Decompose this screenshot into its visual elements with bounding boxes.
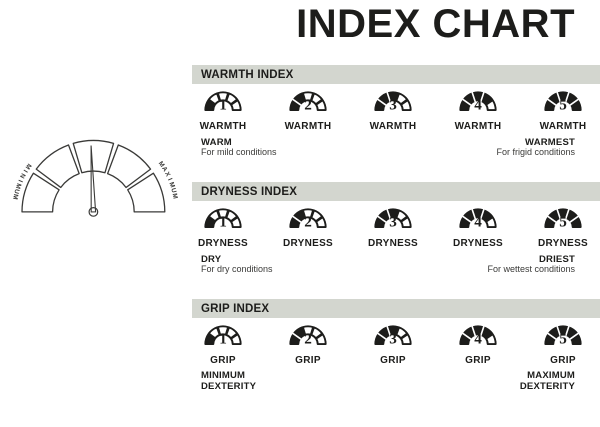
svg-text:2: 2 xyxy=(304,97,312,114)
svg-text:1: 1 xyxy=(219,97,227,114)
svg-text:4: 4 xyxy=(474,331,482,348)
svg-text:1: 1 xyxy=(219,214,227,231)
svg-text:4: 4 xyxy=(474,97,482,114)
svg-text:3: 3 xyxy=(389,97,397,114)
svg-text:5: 5 xyxy=(559,97,567,114)
svg-text:3: 3 xyxy=(389,331,397,348)
svg-text:2: 2 xyxy=(304,331,312,348)
svg-text:2: 2 xyxy=(304,214,312,231)
svg-text:5: 5 xyxy=(559,331,567,348)
svg-text:M: M xyxy=(171,193,179,200)
svg-text:1: 1 xyxy=(219,331,227,348)
svg-text:4: 4 xyxy=(474,214,482,231)
svg-text:M: M xyxy=(11,193,19,200)
svg-text:3: 3 xyxy=(389,214,397,231)
svg-text:5: 5 xyxy=(559,214,567,231)
